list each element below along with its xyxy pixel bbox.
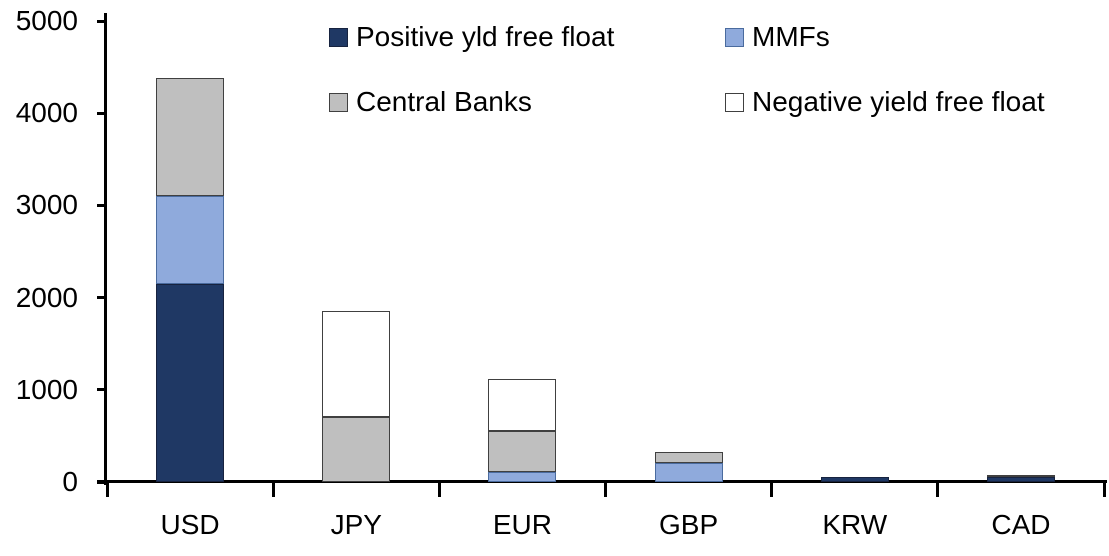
y-axis-line	[104, 13, 107, 485]
y-tick	[97, 388, 107, 392]
x-tick	[770, 482, 774, 497]
y-tick-label: 1000	[15, 373, 78, 405]
x-tick	[437, 482, 441, 497]
x-axis-label-KRW: KRW	[822, 509, 888, 540]
bar-segment-GBP-central-banks	[654, 451, 723, 463]
bar-segment-EUR-central-banks	[488, 431, 557, 472]
legend-swatch-mmfs	[725, 27, 744, 47]
legend-item-central-banks: Central Banks	[329, 86, 532, 117]
y-tick-label: 0	[62, 466, 78, 497]
bar-segment-CAD-positive-yld-free-float	[986, 477, 1055, 482]
x-axis-label-GBP: GBP	[659, 509, 719, 540]
bar-segment-CAD-central-banks	[986, 474, 1055, 478]
y-tick-label: 4000	[15, 97, 78, 129]
legend-label-negative-yield-free-float: Negative yield free float	[752, 86, 1045, 117]
bar-segment-JPY-central-banks	[322, 417, 391, 482]
x-tick	[936, 482, 940, 497]
legend-swatch-central-banks	[329, 92, 348, 112]
legend-label-mmfs: MMFs	[752, 21, 830, 52]
bar-segment-KRW-positive-yld-free-float	[820, 477, 889, 482]
x-axis-line	[97, 480, 1107, 483]
legend-swatch-positive-yld-free-float	[329, 27, 348, 47]
x-tick	[271, 482, 275, 497]
bar-segment-USD-mmfs	[156, 196, 225, 284]
x-axis-label-JPY: JPY	[330, 509, 382, 540]
x-tick	[105, 482, 109, 497]
y-tick-label: 3000	[15, 189, 78, 221]
bar-segment-GBP-mmfs	[654, 462, 723, 482]
y-tick-label: 5000	[15, 5, 78, 36]
legend-item-positive-yld-free-float: Positive yld free float	[329, 21, 615, 52]
y-tick	[97, 296, 107, 300]
y-tick	[97, 19, 107, 23]
legend-label-central-banks: Central Banks	[356, 86, 532, 117]
y-tick-label: 2000	[15, 281, 78, 313]
y-tick	[97, 203, 107, 207]
x-axis-label-USD: USD	[160, 509, 220, 540]
legend-label-positive-yld-free-float: Positive yld free float	[356, 21, 615, 52]
x-tick	[604, 482, 607, 497]
bar-segment-EUR-mmfs	[488, 471, 557, 482]
legend-swatch-negative-yield-free-float	[725, 92, 744, 112]
legend-item-negative-yield-free-float: Negative yield free float	[725, 86, 1045, 117]
legend-item-mmfs: MMFs	[725, 21, 830, 52]
bar-segment-EUR-negative-yield-free-float	[488, 378, 557, 432]
chart-legend: Positive yld free float MMFs Central Ban…	[0, 0, 1109, 130]
x-axis-label-CAD: CAD	[991, 509, 1051, 540]
x-axis-label-EUR: EUR	[492, 509, 552, 540]
x-tick	[1102, 482, 1106, 497]
y-tick	[97, 111, 107, 115]
bar-segment-JPY-negative-yield-free-float	[322, 311, 391, 418]
y-tick	[97, 480, 107, 484]
bar-segment-USD-positive-yld-free-float	[156, 283, 225, 482]
bar-segment-USD-central-banks	[156, 78, 225, 197]
